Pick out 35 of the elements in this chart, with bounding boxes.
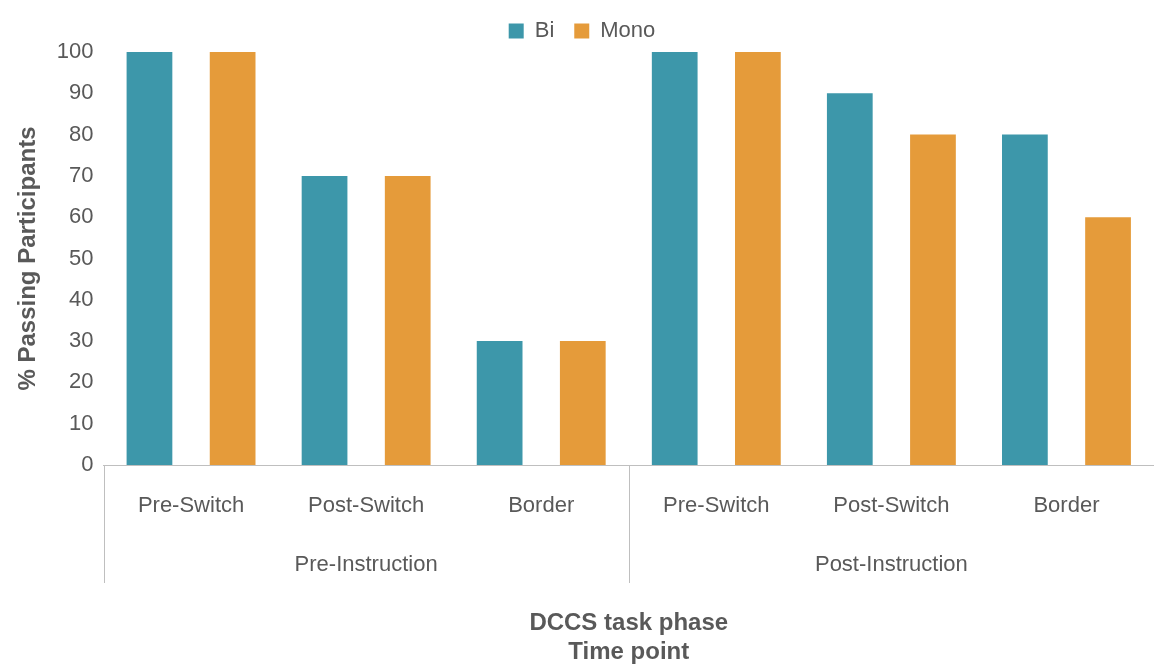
legend-label: Bi	[534, 17, 555, 43]
y-tick-label: 50	[69, 244, 94, 270]
bar	[1002, 134, 1048, 465]
bar	[476, 341, 523, 465]
y-axis-title: % Passing Participants	[13, 126, 41, 391]
y-tick-label: 0	[81, 451, 94, 477]
x-tick-label: Border	[508, 492, 575, 518]
bar	[384, 175, 431, 465]
x-tick-label: Pre-Switch	[137, 492, 245, 518]
y-tick-label: 90	[69, 79, 94, 105]
x-tick-label: Post-Switch	[833, 492, 950, 518]
bar	[735, 52, 781, 465]
bar	[209, 52, 256, 465]
x-axis-title: DCCS task phase Time point	[529, 608, 729, 665]
y-tick-label: 100	[56, 38, 94, 64]
bar	[651, 52, 698, 465]
bar	[826, 93, 873, 465]
y-tick-label: 30	[69, 327, 94, 353]
legend-label: Mono	[600, 17, 656, 43]
y-tick-label: 70	[69, 161, 94, 187]
text: Pre-Instruction	[294, 551, 438, 577]
y-tick-label: 80	[69, 120, 94, 146]
text: Post-Instruction	[814, 551, 968, 577]
bar	[910, 134, 956, 465]
y-tick-label: 60	[69, 203, 94, 229]
x-tick-label: Border	[1033, 492, 1100, 518]
x-tick-label: Post-Switch	[308, 492, 425, 518]
bar	[1085, 217, 1131, 465]
bar	[301, 175, 348, 465]
x-tick-label: Pre-Switch	[663, 492, 770, 518]
y-tick-label: 40	[69, 285, 94, 311]
bar	[126, 52, 173, 465]
bar	[559, 341, 606, 465]
y-tick-label: 20	[69, 368, 94, 394]
y-tick-label: 10	[69, 409, 94, 435]
